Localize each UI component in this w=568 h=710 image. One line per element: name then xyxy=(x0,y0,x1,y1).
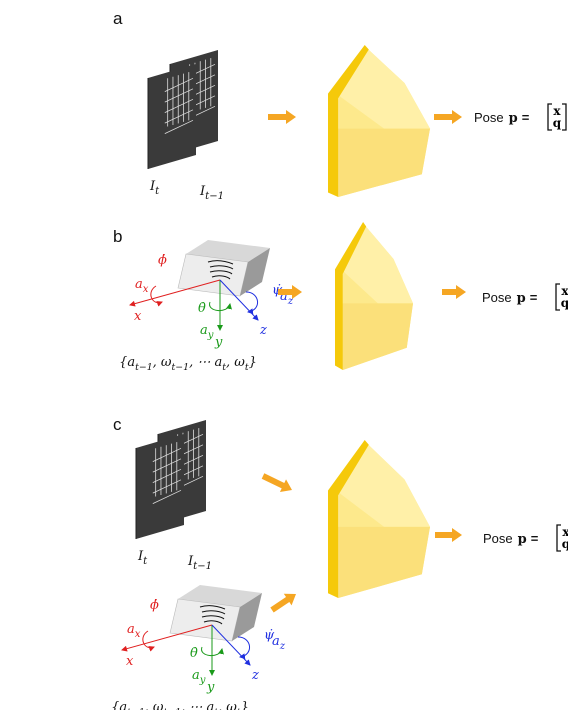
math-base: a xyxy=(135,277,143,292)
pose-equals: = xyxy=(530,290,538,305)
vector-entry: q xyxy=(553,116,562,130)
network-facet xyxy=(343,303,413,370)
x-rotation xyxy=(151,286,162,303)
phi-dot: ϕ̇ xyxy=(158,253,167,268)
math-subscript: y xyxy=(199,675,206,686)
panel-label: b xyxy=(113,227,122,246)
flow-arrow xyxy=(270,594,296,613)
math-base: a xyxy=(200,323,208,338)
bracket xyxy=(548,104,552,130)
math-subscript: z xyxy=(279,641,286,652)
math-subscript: t−1 xyxy=(205,191,224,202)
math-base: , ω xyxy=(218,700,237,710)
pose-symbol: p xyxy=(509,111,518,126)
network-facet xyxy=(338,129,430,197)
math-subscript: t xyxy=(155,186,160,197)
y-label: y xyxy=(206,680,215,695)
theta-dot: θ̇ xyxy=(198,301,206,316)
z-label: z xyxy=(259,323,267,338)
math-subscript: x xyxy=(143,284,149,295)
vector-entry: q xyxy=(561,296,568,310)
pose-symbol: p xyxy=(518,532,527,547)
vector-entry: q xyxy=(562,537,568,551)
x-label: x xyxy=(134,309,142,324)
math-base: a xyxy=(127,622,135,637)
sequence-label: {at−1, ωt−1, ⋯ at, ωt} xyxy=(111,700,249,710)
math-base: } xyxy=(249,355,257,370)
math-subscript: t xyxy=(143,556,148,567)
math-base: } xyxy=(241,700,249,710)
network-facet xyxy=(338,527,430,598)
pose-equals: = xyxy=(522,110,530,125)
pose-word: Pose xyxy=(474,110,504,125)
bracket xyxy=(556,284,560,310)
math-label: ax xyxy=(127,622,141,640)
flow-arrow xyxy=(434,110,462,124)
pose-symbol: p xyxy=(517,291,526,306)
math-subscript: t−1 xyxy=(135,362,153,373)
sequence-label: {at−1, ωt−1, ⋯ at, ωt} xyxy=(119,355,257,373)
math-subscript: t−1 xyxy=(193,561,212,572)
z-label: z xyxy=(251,668,259,683)
math-subscript: y xyxy=(207,330,214,341)
bracket xyxy=(562,104,566,130)
pose-word: Pose xyxy=(483,531,513,546)
math-label: ay xyxy=(192,668,206,686)
math-base: a xyxy=(192,668,200,683)
math-subscript: x xyxy=(135,629,141,640)
math-base: , ω xyxy=(145,700,164,710)
math-base: a xyxy=(272,634,280,649)
math-subscript: t−1 xyxy=(172,362,190,373)
panel-label: a xyxy=(113,9,123,28)
y-label: y xyxy=(214,335,223,350)
math-base: , ⋯ a xyxy=(189,355,222,370)
math-label: It−1 xyxy=(187,554,212,572)
math-label: ay xyxy=(200,323,214,341)
phi-dot: ϕ̇ xyxy=(150,598,159,613)
math-label: It xyxy=(137,549,148,567)
x-label: x xyxy=(126,654,134,669)
bracket xyxy=(557,525,561,551)
panel-label: c xyxy=(113,415,122,434)
theta-dot: θ̇ xyxy=(190,646,198,661)
math-label: az xyxy=(272,634,286,652)
x-rotation xyxy=(143,631,154,648)
pose-equals: = xyxy=(531,531,539,546)
math-base: {a xyxy=(111,700,127,710)
figure: aItIt−1Posep=xqbϕ̇axxθ̇ayyψ̇azz{at−1, ωt… xyxy=(0,0,568,710)
math-label: It−1 xyxy=(199,184,224,202)
math-base: , ⋯ a xyxy=(181,700,214,710)
flow-arrow xyxy=(268,110,296,124)
math-base: , ω xyxy=(153,355,172,370)
flow-arrow xyxy=(435,528,462,542)
flow-arrow xyxy=(442,285,466,299)
pose-word: Pose xyxy=(482,290,512,305)
math-label: ax xyxy=(135,277,149,295)
flow-arrow xyxy=(262,473,292,492)
math-label: It xyxy=(149,179,160,197)
math-base: {a xyxy=(119,355,135,370)
math-base: , ω xyxy=(226,355,245,370)
